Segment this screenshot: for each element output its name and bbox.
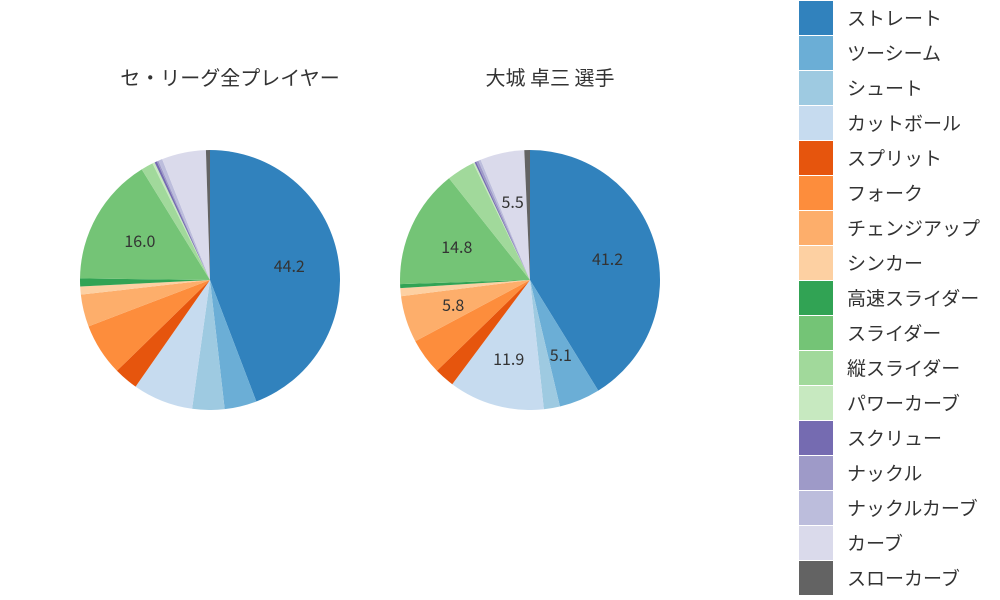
legend-swatch	[799, 1, 833, 35]
legend-item: カットボール	[799, 105, 980, 140]
legend-swatch	[799, 141, 833, 175]
legend: ストレートツーシームシュートカットボールスプリットフォークチェンジアップシンカー…	[799, 0, 980, 595]
legend-swatch	[799, 351, 833, 385]
legend-label: シンカー	[847, 249, 923, 276]
legend-item: スライダー	[799, 315, 980, 350]
legend-item: チェンジアップ	[799, 210, 980, 245]
legend-item: ツーシーム	[799, 35, 980, 70]
legend-swatch	[799, 211, 833, 245]
legend-swatch	[799, 456, 833, 490]
legend-item: ナックル	[799, 455, 980, 490]
legend-label: ナックル	[847, 459, 922, 486]
legend-item: パワーカーブ	[799, 385, 980, 420]
legend-swatch	[799, 71, 833, 105]
legend-label: スプリット	[847, 144, 942, 171]
legend-swatch	[799, 386, 833, 420]
legend-label: スローカーブ	[847, 564, 960, 591]
legend-item: スクリュー	[799, 420, 980, 455]
legend-label: ストレート	[847, 4, 942, 31]
pie-title-player: 大城 卓三 選手	[400, 62, 700, 91]
legend-item: スローカーブ	[799, 560, 980, 595]
legend-item: スプリット	[799, 140, 980, 175]
legend-item: シュート	[799, 70, 980, 105]
legend-label: カットボール	[847, 109, 961, 136]
legend-item: フォーク	[799, 175, 980, 210]
legend-swatch	[799, 281, 833, 315]
legend-label: スライダー	[847, 319, 941, 346]
pie-title-league: セ・リーグ全プレイヤー	[80, 62, 380, 91]
legend-item: シンカー	[799, 245, 980, 280]
legend-swatch	[799, 491, 833, 525]
legend-swatch	[799, 421, 833, 455]
legend-item: ストレート	[799, 0, 980, 35]
legend-label: パワーカーブ	[847, 389, 960, 416]
legend-swatch	[799, 316, 833, 350]
legend-label: ツーシーム	[847, 39, 941, 66]
legend-swatch	[799, 526, 833, 560]
legend-label: フォーク	[847, 179, 923, 206]
pie-league: 44.216.0	[80, 150, 340, 410]
chart-stage: セ・リーグ全プレイヤー 大城 卓三 選手 44.216.0 41.25.111.…	[0, 0, 1000, 600]
legend-label: ナックルカーブ	[847, 494, 978, 521]
legend-label: シュート	[847, 74, 923, 101]
legend-swatch	[799, 246, 833, 280]
legend-label: スクリュー	[847, 424, 942, 451]
legend-item: 縦スライダー	[799, 350, 980, 385]
legend-item: カーブ	[799, 525, 980, 560]
legend-swatch	[799, 561, 833, 595]
legend-label: カーブ	[847, 529, 903, 556]
legend-swatch	[799, 36, 833, 70]
pie-player: 41.25.111.95.814.85.5	[400, 150, 660, 410]
legend-item: ナックルカーブ	[799, 490, 980, 525]
pie-svg	[400, 150, 660, 410]
legend-label: 縦スライダー	[847, 354, 960, 381]
pie-svg	[80, 150, 340, 410]
legend-swatch	[799, 176, 833, 210]
legend-item: 高速スライダー	[799, 280, 980, 315]
legend-swatch	[799, 106, 833, 140]
legend-label: 高速スライダー	[847, 284, 979, 311]
legend-label: チェンジアップ	[847, 214, 980, 241]
